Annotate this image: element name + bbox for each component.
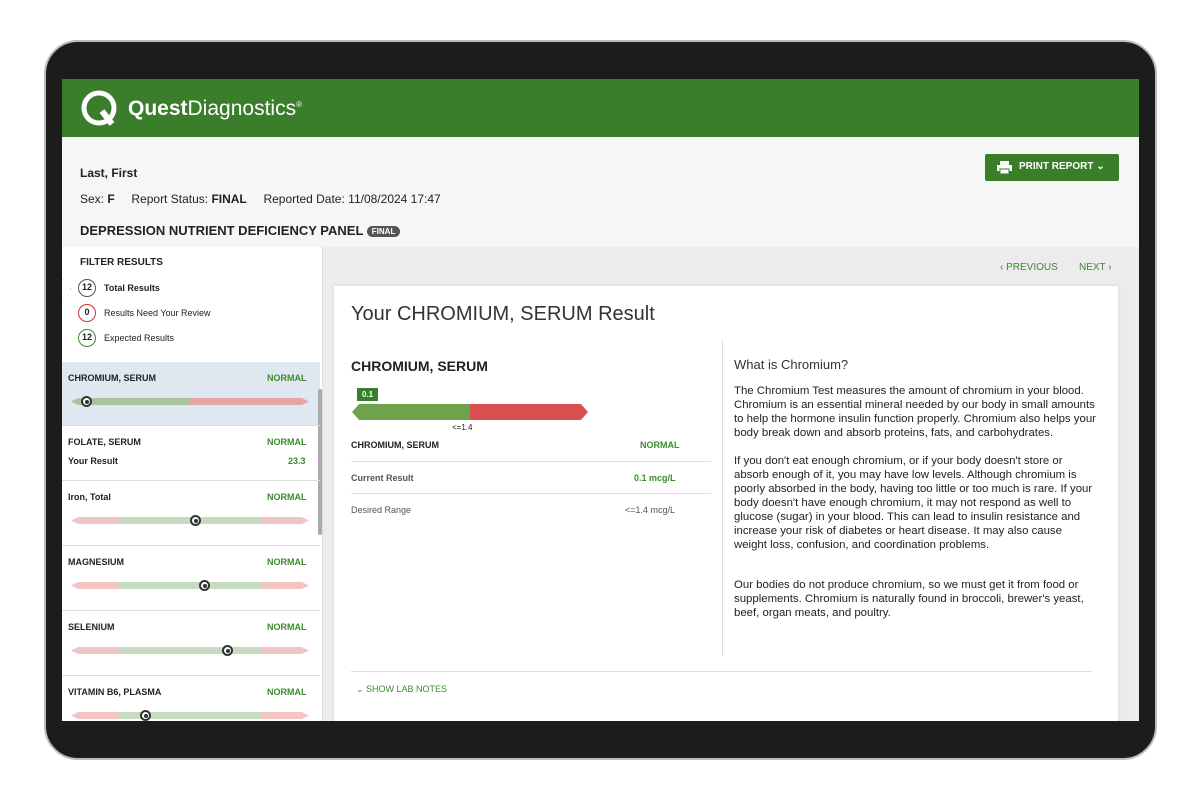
result-name: CHROMIUM, SERUM bbox=[68, 373, 156, 383]
row-label: Desired Range bbox=[351, 505, 412, 515]
result-item[interactable]: VITAMIN B6, PLASMA NORMAL bbox=[62, 676, 320, 721]
separator bbox=[351, 461, 711, 462]
result-status: NORMAL bbox=[267, 687, 307, 697]
row-value: 0.1 mcg/L bbox=[634, 473, 676, 483]
count: 12 bbox=[78, 279, 96, 297]
scrollbar bbox=[318, 389, 322, 535]
panel-name: DEPRESSION NUTRIENT DEFICIENCY PANEL bbox=[80, 223, 364, 238]
separator bbox=[62, 425, 320, 426]
sidebar: FILTER RESULTS 12 Total Results 0 Results … bbox=[62, 247, 323, 721]
separator bbox=[62, 675, 320, 676]
separator bbox=[62, 610, 320, 611]
screen: QuestDiagnostics® Last, First Sex: F Rep… bbox=[62, 79, 1139, 721]
brand: QuestDiagnostics® bbox=[128, 97, 302, 121]
logo-icon bbox=[81, 90, 117, 126]
range-bar bbox=[71, 712, 309, 719]
patient-name: Last, First bbox=[80, 166, 138, 180]
print-label: PRINT REPORT bbox=[1019, 161, 1094, 172]
paragraph: Our bodies do not produce chromium, so w… bbox=[734, 579, 1084, 619]
label: Reported Date: bbox=[263, 192, 345, 206]
row-label: Current Result bbox=[351, 473, 414, 483]
print-icon bbox=[997, 161, 1012, 174]
next-label: NEXT bbox=[1079, 262, 1106, 273]
result-name: SELENIUM bbox=[68, 622, 115, 632]
result-status: NORMAL bbox=[267, 437, 307, 447]
range-marker bbox=[199, 580, 210, 591]
paragraph: If you don't eat enough chromium, or if … bbox=[734, 455, 1093, 551]
gauge-value: 0.1 bbox=[357, 388, 379, 401]
label: Total Results bbox=[104, 283, 160, 293]
divider bbox=[722, 340, 723, 656]
separator bbox=[62, 545, 320, 546]
panel-title: DEPRESSION NUTRIENT DEFICIENCY PANEL FIN… bbox=[80, 223, 401, 238]
range-marker bbox=[140, 710, 151, 721]
info-text: The Chromium Test measures the amount of… bbox=[734, 384, 1096, 634]
result-value: 23.3 bbox=[288, 456, 306, 466]
range-bar bbox=[71, 582, 309, 589]
row-label: CHROMIUM, SERUM bbox=[351, 440, 439, 450]
range-bar bbox=[71, 398, 309, 405]
result-item[interactable]: MAGNESIUM NORMAL bbox=[62, 546, 320, 606]
lab-notes-toggle[interactable]: ⌄ SHOW LAB NOTES bbox=[356, 684, 448, 694]
result-card: Your CHROMIUM, SERUM Result CHROMIUM, SE… bbox=[334, 286, 1118, 721]
result-name: Iron, Total bbox=[68, 492, 111, 502]
row-value: <=1.4 mcg/L bbox=[625, 505, 676, 515]
result-item[interactable]: SELENIUM NORMAL bbox=[62, 611, 320, 671]
label: Expected Results bbox=[104, 333, 175, 343]
value: F bbox=[107, 192, 115, 206]
selected-item-bg bbox=[62, 362, 320, 425]
separator bbox=[351, 493, 711, 494]
paragraph: The Chromium Test measures the amount of… bbox=[734, 385, 1096, 439]
gauge-bar bbox=[352, 404, 588, 420]
gauge-range: <=1.4 bbox=[452, 423, 473, 432]
patient-info: Sex: F Report Status: FINAL Reported Dat… bbox=[80, 192, 441, 206]
previous-link[interactable]: ‹ PREVIOUS bbox=[1000, 262, 1058, 273]
filter-pointer bbox=[62, 279, 71, 299]
filter-title: FILTER RESULTS bbox=[80, 257, 163, 268]
previous-label: PREVIOUS bbox=[1006, 262, 1058, 273]
lab-notes-label: SHOW LAB NOTES bbox=[366, 684, 448, 694]
brand-bold: Quest bbox=[128, 97, 188, 120]
count: 0 bbox=[78, 304, 96, 322]
separator bbox=[62, 480, 320, 481]
row-value: NORMAL bbox=[640, 440, 680, 450]
result-title: Your CHROMIUM, SERUM Result bbox=[351, 303, 655, 325]
result-label: Your Result bbox=[68, 456, 118, 466]
value: FINAL bbox=[211, 192, 247, 206]
result-name: MAGNESIUM bbox=[68, 557, 124, 567]
result-item[interactable]: CHROMIUM, SERUM NORMAL bbox=[62, 362, 320, 422]
range-marker bbox=[190, 515, 201, 526]
result-name: VITAMIN B6, PLASMA bbox=[68, 687, 162, 697]
range-marker bbox=[81, 396, 92, 407]
value: 11/08/2024 17:47 bbox=[348, 192, 441, 206]
separator bbox=[351, 671, 1092, 672]
result-status: NORMAL bbox=[267, 622, 307, 632]
result-status: NORMAL bbox=[267, 373, 307, 383]
panel-badge: FINAL bbox=[366, 226, 401, 238]
range-bar bbox=[71, 647, 309, 654]
count: 12 bbox=[78, 329, 96, 347]
result-item[interactable]: Iron, Total NORMAL bbox=[62, 481, 320, 541]
next-link[interactable]: NEXT › bbox=[1079, 262, 1112, 273]
label: Results Need Your Review bbox=[104, 308, 211, 318]
result-status: NORMAL bbox=[267, 557, 307, 567]
label: Sex: bbox=[80, 192, 105, 206]
range-marker bbox=[222, 645, 233, 656]
print-button[interactable]: PRINT REPORT ⌄ bbox=[985, 154, 1119, 181]
test-name: CHROMIUM, SERUM bbox=[351, 358, 488, 374]
result-status: NORMAL bbox=[267, 492, 307, 502]
brand-light: Diagnostics bbox=[187, 97, 297, 120]
result-name: FOLATE, SERUM bbox=[68, 437, 141, 447]
header-bar: QuestDiagnostics® bbox=[62, 79, 1139, 137]
info-title: What is Chromium? bbox=[734, 357, 849, 372]
result-item[interactable]: FOLATE, SERUM NORMAL Your Result 23.3 bbox=[62, 426, 320, 486]
brand-mark: ® bbox=[296, 100, 302, 109]
label: Report Status: bbox=[131, 192, 209, 206]
